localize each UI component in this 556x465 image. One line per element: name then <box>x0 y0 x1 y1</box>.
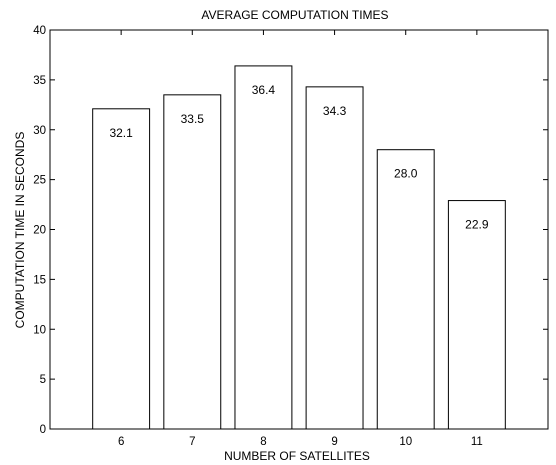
y-tick-label: 25 <box>33 175 46 187</box>
x-tick-label: 10 <box>399 436 412 448</box>
y-tick-label: 15 <box>33 274 46 286</box>
y-tick-label: 10 <box>33 324 46 336</box>
y-axis-label: COMPUTATION TIME IN SECONDS <box>13 132 27 329</box>
x-tick-label: 8 <box>260 436 266 448</box>
bar-9 <box>305 86 364 430</box>
data-label-11: 22.9 <box>465 218 489 232</box>
data-label-7: 33.5 <box>181 112 205 126</box>
x-tick-label: 9 <box>331 436 337 448</box>
data-label-8: 36.4 <box>252 83 276 97</box>
data-labels-group: 32.1 33.5 36.4 34.3 28.0 22.9 <box>109 83 488 232</box>
y-tick-label: 5 <box>40 374 46 386</box>
x-tick-label: 6 <box>118 436 124 448</box>
y-tick-label: 0 <box>40 424 46 436</box>
bar-7 <box>163 94 222 430</box>
y-axis-ticks: 0 5 10 15 20 25 30 35 40 <box>33 25 548 436</box>
bars-group <box>92 65 506 430</box>
x-tick-label: 11 <box>471 436 483 448</box>
y-tick-label: 40 <box>33 25 46 37</box>
data-label-10: 28.0 <box>394 167 418 181</box>
y-tick-label: 35 <box>33 75 46 87</box>
y-tick-label: 20 <box>33 225 46 237</box>
data-label-6: 32.1 <box>109 126 133 140</box>
bar-10 <box>376 149 435 430</box>
chart-title: AVERAGE COMPUTATION TIMES <box>201 8 388 22</box>
bar-8 <box>234 65 293 430</box>
bar-6 <box>92 108 151 430</box>
x-tick-label: 7 <box>189 436 195 448</box>
data-label-9: 34.3 <box>323 104 347 118</box>
bar-11 <box>447 200 506 430</box>
x-axis-label: NUMBER OF SATELLITES <box>224 449 370 463</box>
y-tick-label: 30 <box>33 125 46 137</box>
